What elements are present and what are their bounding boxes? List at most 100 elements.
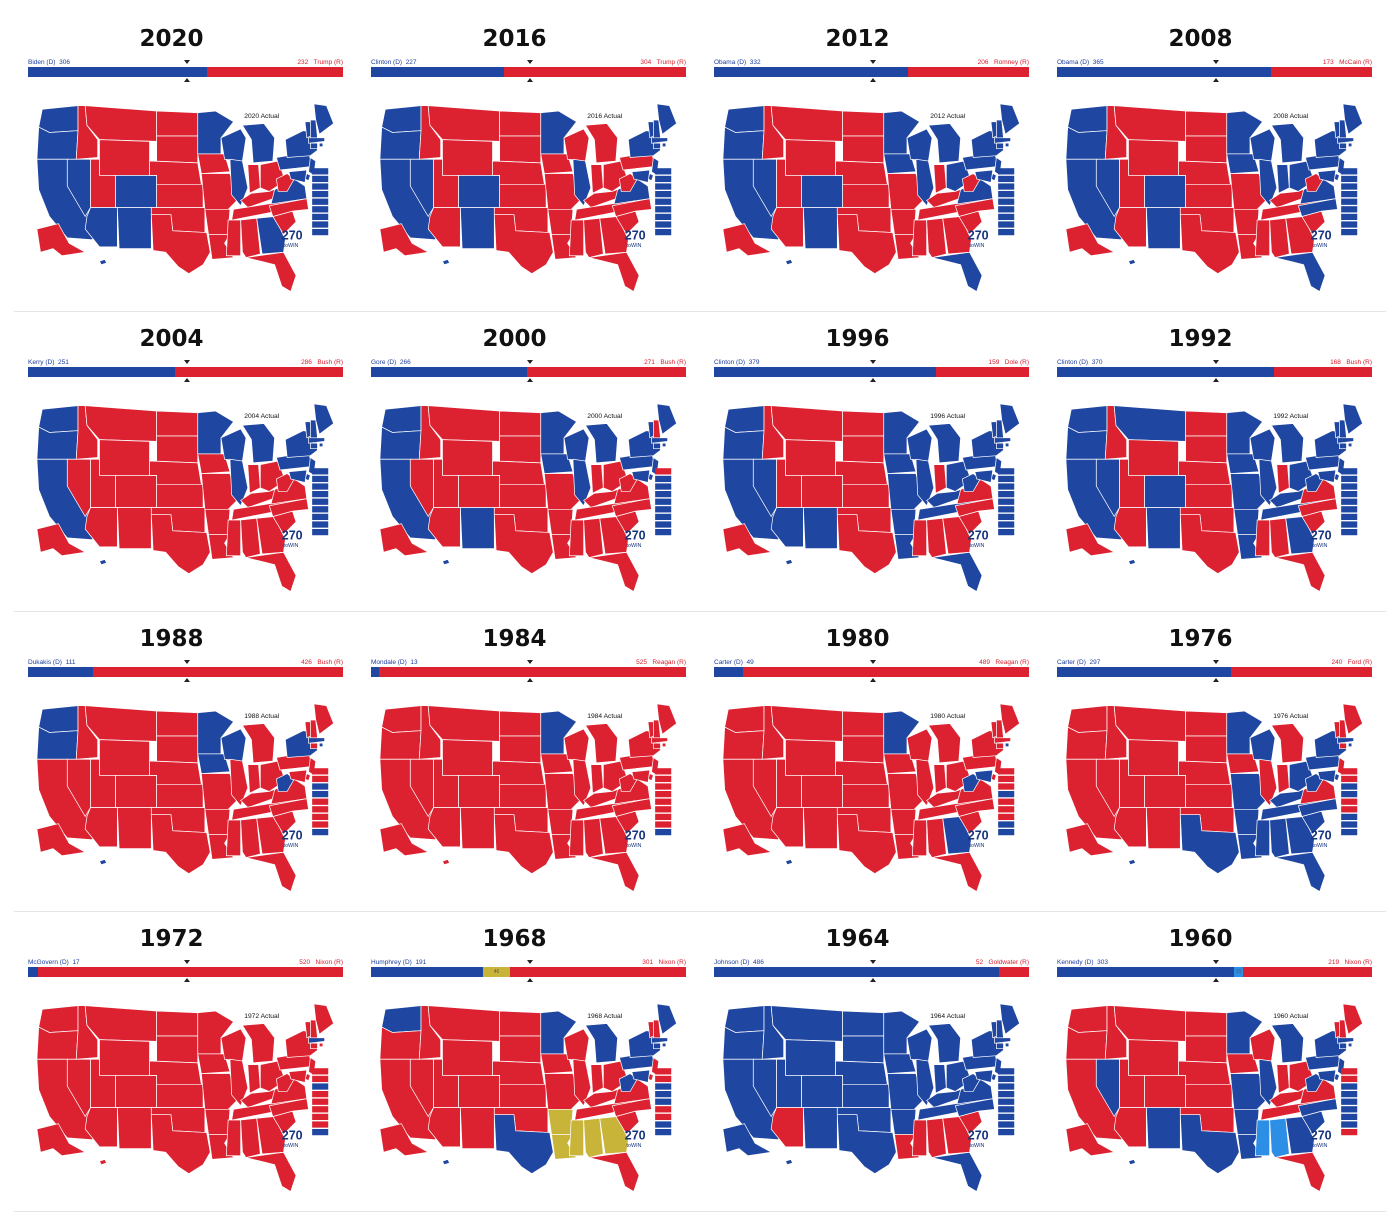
state-nd (1185, 110, 1228, 137)
state-or (1065, 126, 1108, 160)
state-hi (441, 258, 451, 266)
dem-name: Gore (D) (371, 359, 397, 366)
small-state-box-ri (1341, 191, 1358, 198)
state-me (999, 403, 1021, 435)
state-nm (1145, 1107, 1181, 1149)
rep-bar-segment (908, 67, 1029, 77)
state-ct (1339, 1042, 1347, 1049)
state-mi (1270, 723, 1304, 764)
small-state-box-ct (655, 198, 672, 205)
state-ma (308, 137, 326, 144)
small-state-box-nh (655, 768, 672, 775)
dem-name: Humphrey (D) (371, 959, 412, 966)
dem-candidate-label: Dukakis (D) 111 (28, 658, 75, 667)
small-state-box-de (655, 813, 672, 821)
small-state-box-nj (312, 206, 329, 213)
rep-name: Bush (R) (660, 359, 686, 366)
state-ct (996, 1042, 1004, 1049)
election-panel-2000: 2000 Gore (D) 266 271 Bush (R) 2000 Actual 2… (343, 300, 686, 600)
state-az (770, 1107, 804, 1148)
small-state-box-md (655, 1121, 672, 1128)
dem-bar-segment (28, 367, 175, 377)
small-state-box-md (655, 821, 672, 828)
state-hi (98, 258, 108, 266)
state-ma (994, 1037, 1012, 1044)
state-nv (409, 158, 434, 218)
brand-logo-subtitle: toWIN (627, 543, 642, 549)
midpoint-marker-top (870, 60, 876, 64)
state-il (229, 1058, 249, 1107)
small-state-box-md (312, 1121, 329, 1128)
state-mt (84, 105, 158, 142)
state-fl (1274, 251, 1326, 293)
state-mo (1229, 773, 1267, 810)
small-state-box-ct (312, 198, 329, 205)
midpoint-marker-bottom (527, 978, 533, 982)
state-ak (379, 1123, 430, 1157)
state-wy (442, 439, 493, 478)
state-tx (150, 814, 211, 875)
state-mo (200, 773, 238, 810)
small-state-box-ma (998, 183, 1015, 190)
state-hi (441, 558, 451, 566)
state-mt (1113, 105, 1187, 142)
rep-ev: 168 (1330, 359, 1341, 366)
small-state-box-ct (1341, 1098, 1358, 1105)
state-tx (836, 214, 897, 275)
state-tx (1179, 1114, 1240, 1175)
state-ma (651, 437, 669, 444)
state-wv (962, 773, 981, 792)
state-mt (427, 405, 501, 442)
midpoint-marker-top (527, 660, 533, 664)
state-or (36, 726, 79, 760)
state-ms (568, 519, 585, 557)
state-wv (276, 1073, 295, 1092)
small-state-box-ri (312, 1091, 329, 1098)
rep-ev: 489 (979, 659, 990, 666)
dem-ev: 486 (753, 959, 764, 966)
state-ia (540, 453, 574, 474)
state-il (229, 758, 249, 807)
state-hi (1127, 558, 1137, 566)
rep-name: Nixon (R) (658, 959, 686, 966)
small-state-box-dc (998, 228, 1015, 236)
brand-logo-number: 270 (968, 229, 989, 243)
small-state-box-nj (998, 206, 1015, 213)
rep-bar-segment (175, 367, 343, 377)
state-al (926, 1117, 947, 1158)
electoral-vote-bar (1057, 67, 1372, 77)
small-state-box-vt (655, 1075, 672, 1083)
state-ne (835, 160, 888, 185)
state-ma (308, 1037, 326, 1044)
map-caption: 1988 Actual (244, 713, 279, 720)
state-az (84, 807, 118, 848)
state-hi (784, 558, 794, 566)
state-ia (197, 453, 231, 474)
state-ny (970, 130, 1004, 158)
state-co (1144, 175, 1187, 208)
state-in (933, 164, 947, 194)
state-sd (499, 1035, 542, 1064)
midpoint-marker-top (184, 660, 190, 664)
rep-name: Goldwater (R) (988, 959, 1029, 966)
state-wi (220, 1028, 247, 1062)
state-ct (310, 142, 318, 149)
election-year: 1980 (825, 626, 890, 652)
state-az (427, 807, 461, 848)
dem-bar-segment (28, 667, 93, 677)
state-ar (547, 508, 574, 535)
state-ks (499, 783, 547, 808)
state-nd (842, 710, 885, 737)
small-state-box-nj (1341, 806, 1358, 813)
small-state-box-ma (998, 783, 1015, 790)
small-state-box-de (655, 213, 672, 221)
state-ak (722, 223, 773, 257)
state-wv (619, 1073, 638, 1092)
state-nm (116, 507, 152, 549)
state-ne (149, 160, 202, 185)
map-caption: 1996 Actual (930, 413, 965, 420)
ev-labels: Biden (D) 306 232 Trump (R) (28, 58, 343, 67)
state-tx (1179, 214, 1240, 275)
